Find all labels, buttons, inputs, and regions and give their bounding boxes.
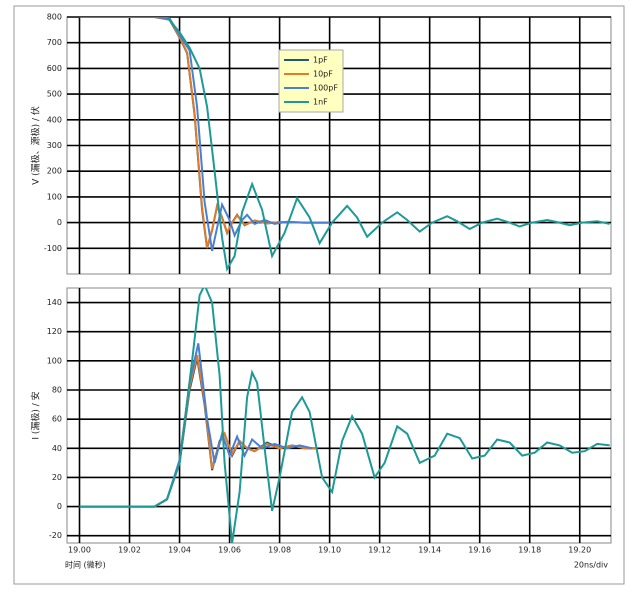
y-tick-label: 700 (47, 38, 62, 47)
x-tick-label: 19.18 (518, 546, 541, 555)
series-line (79, 288, 610, 543)
x-tick-label: 19.08 (268, 546, 291, 555)
x-tick-label: 19.00 (68, 546, 91, 555)
y-tick-label: -20 (49, 531, 62, 540)
y-tick-label: 80 (52, 386, 62, 395)
x-tick-label: 19.12 (368, 546, 391, 555)
y-tick-label: 0 (57, 218, 62, 227)
y-axis-label: V (漏极、源极) / 伏 (30, 106, 42, 185)
y-tick-label: 100 (47, 192, 62, 201)
y-tick-label: 400 (47, 115, 62, 124)
plot-area (66, 287, 612, 544)
x-tick-label: 19.04 (168, 546, 191, 555)
x-tick-label: 19.02 (118, 546, 141, 555)
y-tick-label: 60 (52, 415, 62, 424)
scale-note: 20ns/div (574, 561, 608, 570)
y-tick-label: 0 (57, 502, 62, 511)
x-tick-label: 19.06 (218, 546, 241, 555)
series-line (79, 17, 330, 252)
legend-label: 10pF (313, 70, 333, 79)
x-tick-label: 19.16 (468, 546, 491, 555)
x-tick-label: 19.14 (418, 546, 441, 555)
y-tick-label: 20 (52, 473, 62, 482)
x-tick-label: 19.20 (568, 546, 591, 555)
legend-label: 1pF (313, 56, 328, 65)
y-tick-label: 200 (47, 167, 62, 176)
y-tick-label: 500 (47, 90, 62, 99)
x-tick-label: 19.10 (318, 546, 341, 555)
x-axis-label: 时间 (微秒) (65, 560, 106, 570)
y-tick-label: 800 (47, 13, 62, 22)
y-tick-label: 100 (47, 356, 62, 365)
y-tick-label: 140 (47, 298, 62, 307)
y-tick-label: 40 (52, 444, 62, 453)
y-tick-label: 600 (47, 64, 62, 73)
y-tick-label: 120 (47, 327, 62, 336)
legend-label: 100pF (313, 84, 338, 93)
y-tick-label: 300 (47, 141, 62, 150)
series-line (79, 17, 610, 272)
y-tick-label: -100 (44, 244, 62, 253)
y-axis-label: I (漏极) / 安 (30, 391, 42, 439)
legend-label: 1nF (313, 98, 328, 107)
